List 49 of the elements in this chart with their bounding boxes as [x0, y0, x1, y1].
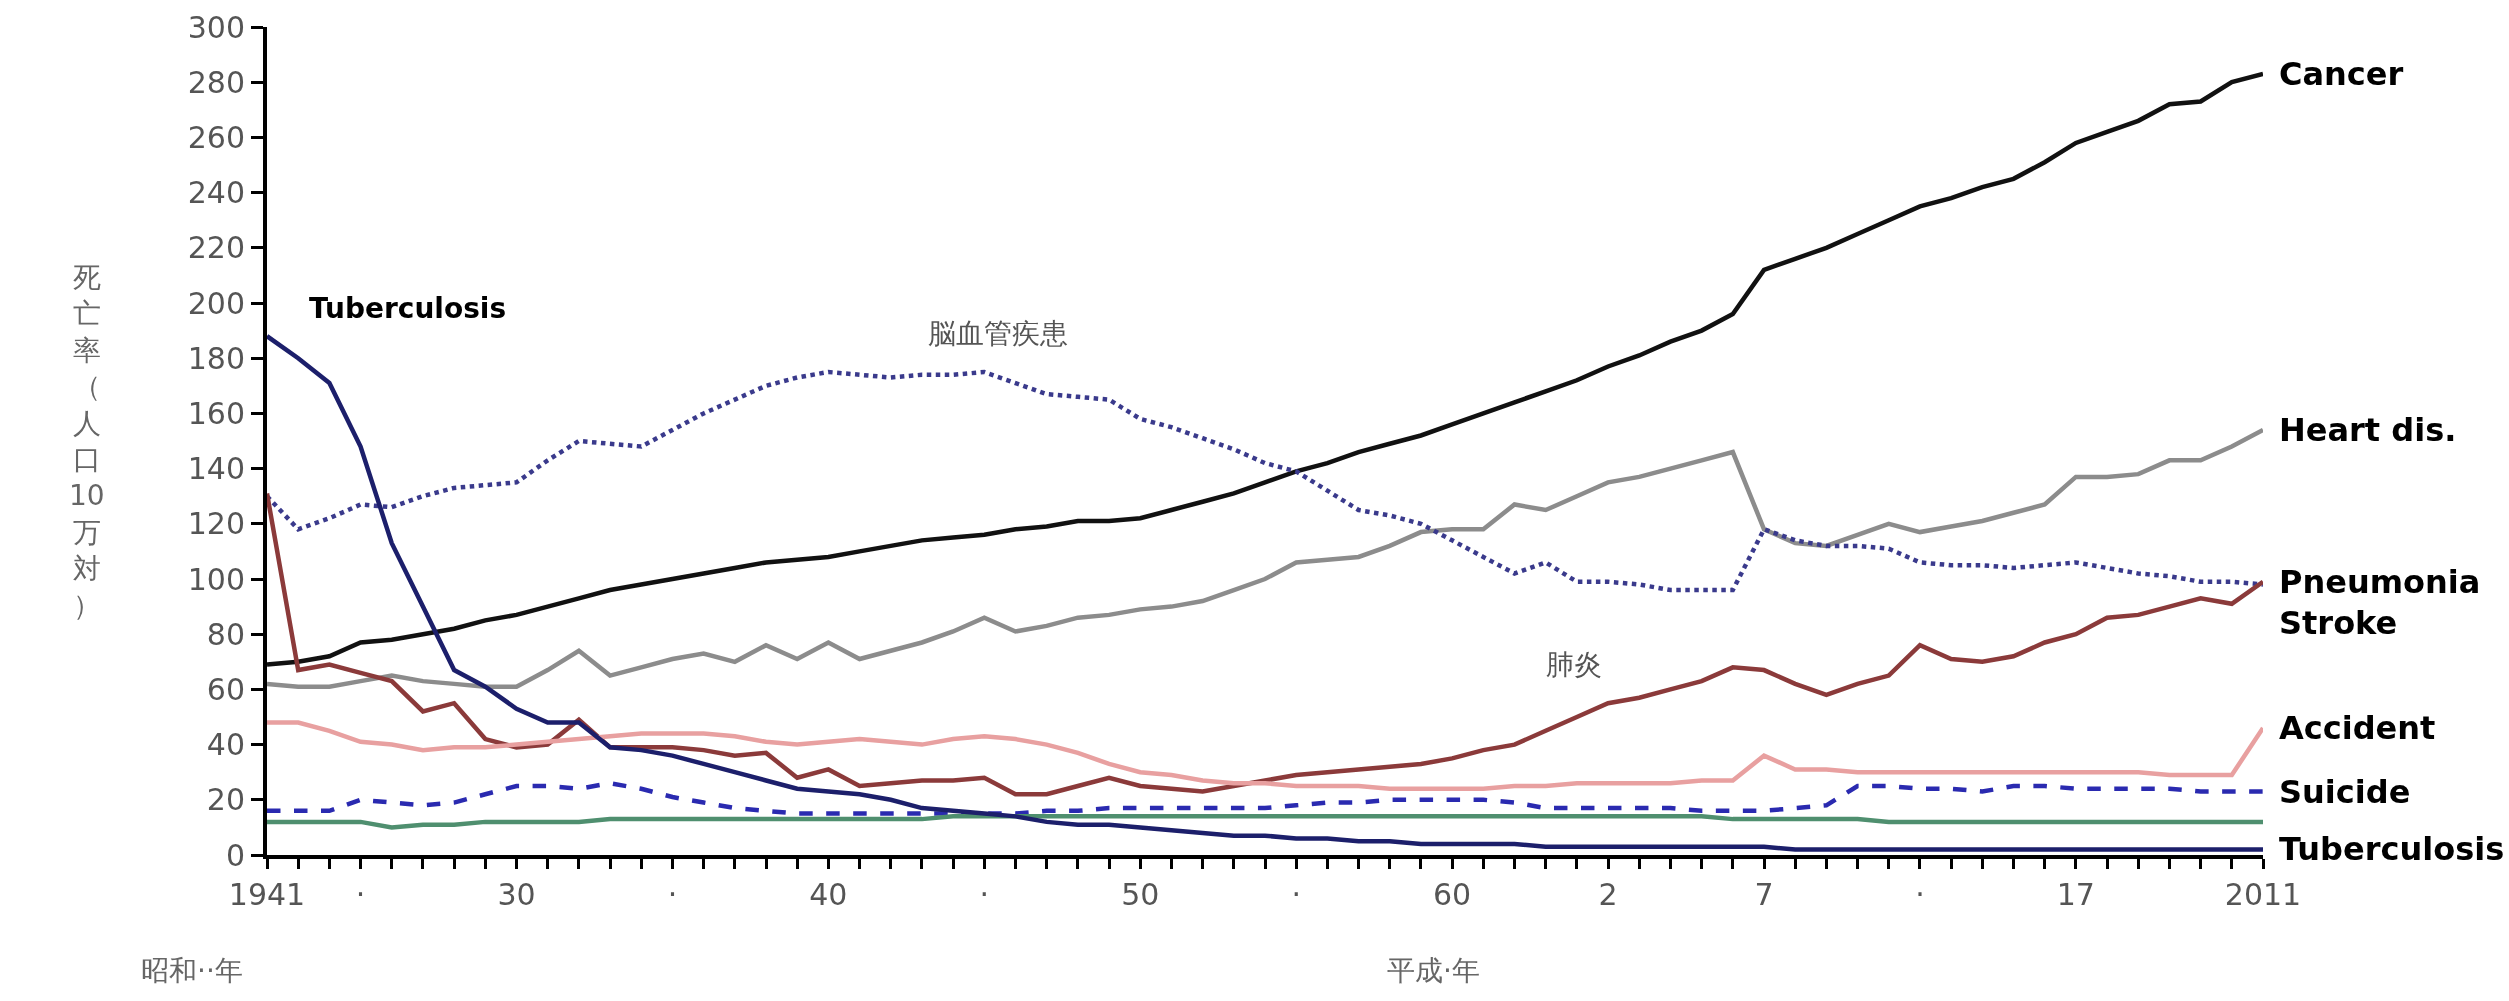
y-tick-label: 260	[187, 119, 245, 155]
x-tick-label: 2011	[2224, 877, 2302, 912]
x-tick-label: 30	[497, 877, 536, 912]
series-label: Pneumonia	[2279, 563, 2481, 601]
y-tick-label: 300	[187, 9, 245, 45]
y-tick-label: 200	[187, 285, 245, 321]
y-tick-label: 80	[206, 616, 245, 652]
line-series	[267, 814, 2263, 830]
annotation: 肺炎	[1546, 648, 1602, 681]
y-tick-label: 240	[187, 175, 245, 211]
series-label: Cancer	[2279, 55, 2404, 93]
y-tick-label: 220	[187, 230, 245, 266]
y-tick-label: 160	[187, 395, 245, 431]
text: 平成·年	[1387, 954, 1480, 987]
y-tick-label: 20	[206, 782, 245, 818]
line-series	[267, 780, 2263, 816]
x-tick-label: 50	[1121, 877, 1160, 912]
x-tick-label: ·	[979, 877, 990, 912]
x-tick-label: ·	[1915, 877, 1925, 912]
x-tick-label: ·	[1291, 877, 1301, 912]
text: 死亡率（人口10万対）	[69, 261, 105, 622]
series-label: Accident	[2279, 709, 2436, 747]
x-tick-label: 1941	[228, 877, 306, 912]
x-tick-label: 7	[1754, 877, 1774, 912]
y-tick-label: 140	[187, 451, 245, 487]
annotation: 脳血管疾患	[928, 317, 1068, 350]
y-tick-label: 60	[206, 671, 245, 707]
y-tick-label: 100	[187, 561, 245, 597]
series-label: Stroke	[2279, 604, 2398, 642]
y-tick-label: 120	[187, 506, 245, 542]
y-tick-label: 280	[187, 64, 245, 100]
y-tick-label: 0	[225, 837, 245, 873]
annotation: Tuberculosis	[309, 292, 507, 325]
series-label: Suicide	[2279, 773, 2411, 811]
x-tick-label: 17	[2056, 877, 2095, 912]
x-tick-label: 2	[1598, 877, 1618, 912]
x-tick-label: ·	[355, 877, 366, 912]
y-tick-label: 180	[187, 340, 245, 376]
x-tick-label: ·	[667, 877, 678, 912]
line-series	[267, 369, 2263, 593]
line-series	[267, 427, 2263, 689]
text: 昭和··年	[141, 954, 243, 987]
line-series	[267, 491, 2263, 797]
x-tick-label: 40	[809, 877, 848, 912]
series-label: Heart dis.	[2279, 411, 2457, 449]
y-tick-label: 40	[206, 727, 245, 763]
x-tick-label: 60	[1433, 877, 1472, 912]
series-label: Tuberculosis	[2279, 830, 2505, 868]
line-series	[267, 720, 2263, 792]
